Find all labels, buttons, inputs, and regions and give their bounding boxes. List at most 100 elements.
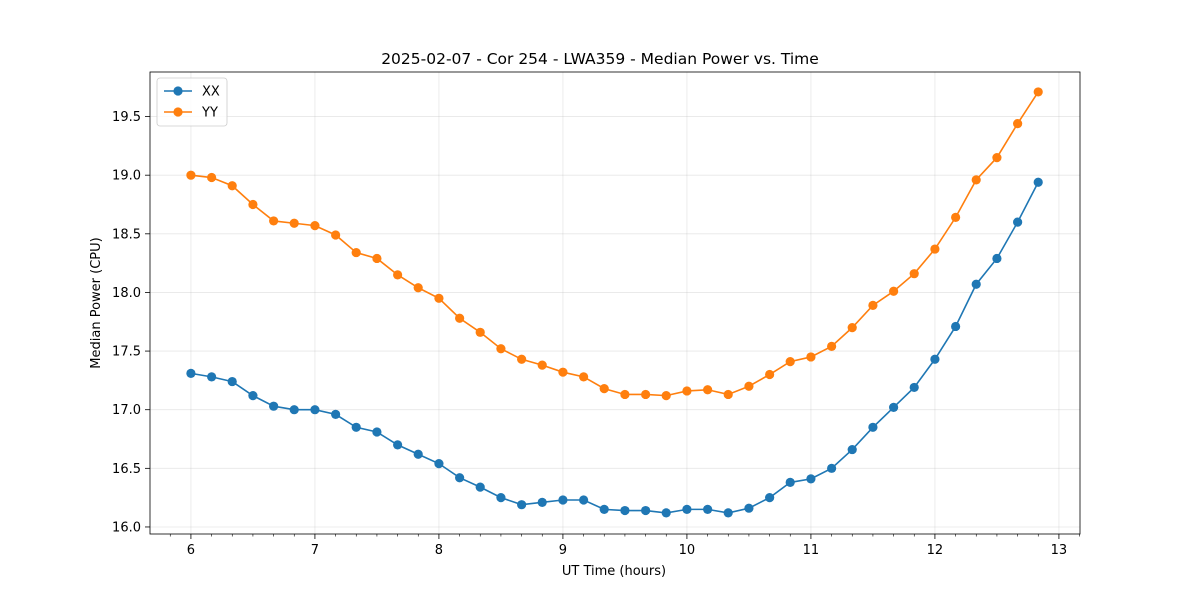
legend-item-xx: XX bbox=[164, 85, 220, 100]
data-point-xx bbox=[248, 391, 258, 401]
data-point-xx bbox=[847, 444, 857, 455]
data-point-xx bbox=[827, 463, 837, 473]
plot-frame bbox=[149, 71, 1081, 535]
data-point-yy bbox=[372, 253, 382, 264]
y-tick-label: 16.0 bbox=[112, 520, 141, 535]
data-point-yy bbox=[827, 341, 837, 351]
data-point-xx bbox=[744, 503, 754, 513]
data-point-yy bbox=[434, 293, 444, 303]
x-tick-label: 7 bbox=[311, 543, 319, 558]
data-point-yy bbox=[785, 357, 795, 367]
data-point-xx bbox=[682, 504, 692, 514]
data-point-yy bbox=[889, 286, 899, 296]
data-point-yy bbox=[579, 372, 589, 382]
data-point-yy bbox=[951, 212, 961, 223]
y-tick-label: 18.5 bbox=[112, 227, 141, 242]
data-point-yy bbox=[744, 381, 754, 391]
data-point-xx bbox=[785, 477, 795, 488]
legend-marker bbox=[173, 107, 183, 117]
legend-label: YY bbox=[201, 106, 218, 121]
x-tick-label: 12 bbox=[927, 543, 944, 558]
data-point-yy bbox=[868, 300, 878, 310]
y-tick-label: 16.5 bbox=[112, 462, 141, 477]
x-tick-label: 9 bbox=[559, 543, 567, 558]
data-point-xx bbox=[227, 376, 237, 387]
data-point-xx bbox=[186, 368, 196, 378]
y-tick-label: 19.0 bbox=[112, 169, 141, 184]
data-point-yy bbox=[1013, 118, 1023, 129]
y-tick-label: 18.0 bbox=[112, 286, 141, 301]
legend-item-yy: YY bbox=[164, 106, 218, 121]
data-point-xx bbox=[393, 440, 403, 450]
data-point-yy bbox=[661, 391, 671, 401]
data-point-xx bbox=[620, 505, 630, 516]
data-point-yy bbox=[765, 369, 775, 380]
data-point-xx bbox=[1013, 217, 1023, 227]
data-point-xx bbox=[269, 401, 279, 411]
data-point-yy bbox=[207, 172, 217, 183]
data-point-xx bbox=[207, 372, 217, 382]
data-point-yy bbox=[537, 360, 547, 370]
y-tick-label: 17.5 bbox=[112, 345, 141, 360]
data-point-yy bbox=[992, 152, 1002, 163]
data-point-yy bbox=[558, 367, 568, 377]
data-point-xx bbox=[1033, 177, 1043, 187]
series-yy bbox=[186, 87, 1043, 401]
y-tick-label: 17.0 bbox=[112, 403, 141, 418]
data-point-xx bbox=[475, 482, 485, 492]
chart-title: 2025-02-07 - Cor 254 - LWA359 - Median P… bbox=[381, 50, 819, 68]
data-point-xx bbox=[889, 402, 899, 412]
data-point-yy bbox=[620, 389, 630, 400]
data-point-xx bbox=[558, 495, 568, 505]
data-point-yy bbox=[289, 218, 299, 228]
x-tick-label: 13 bbox=[1051, 543, 1068, 558]
data-point-yy bbox=[248, 199, 258, 210]
data-point-xx bbox=[372, 427, 382, 437]
y-tick-label: 19.5 bbox=[112, 110, 141, 125]
x-axis: 6 7 8 9 10 11 12 13 bbox=[169, 534, 1080, 558]
x-tick-label: 8 bbox=[435, 543, 443, 558]
data-point-xx bbox=[579, 495, 589, 505]
data-point-xx bbox=[806, 474, 816, 484]
data-point-xx bbox=[951, 321, 961, 332]
data-point-xx bbox=[331, 409, 341, 419]
data-point-xx bbox=[289, 405, 299, 415]
data-point-yy bbox=[971, 175, 981, 185]
data-point-xx bbox=[971, 279, 981, 289]
data-point-yy bbox=[227, 181, 237, 191]
data-point-yy bbox=[930, 244, 940, 254]
legend-label: XX bbox=[202, 85, 220, 100]
data-point-xx bbox=[765, 493, 775, 503]
data-point-xx bbox=[599, 504, 609, 514]
x-tick-label: 10 bbox=[679, 543, 696, 558]
data-point-yy bbox=[455, 313, 465, 323]
data-point-yy bbox=[909, 269, 919, 279]
data-point-yy bbox=[331, 230, 341, 240]
data-point-xx bbox=[930, 354, 940, 364]
data-point-xx bbox=[723, 508, 733, 518]
data-point-yy bbox=[269, 216, 279, 226]
data-point-xx bbox=[641, 505, 651, 516]
data-point-yy bbox=[186, 170, 196, 180]
grid bbox=[150, 72, 1080, 534]
data-point-yy bbox=[310, 221, 320, 231]
data-point-xx bbox=[351, 422, 361, 432]
data-point-yy bbox=[703, 385, 713, 395]
data-point-xx bbox=[868, 422, 878, 432]
data-point-xx bbox=[909, 382, 919, 393]
data-point-xx bbox=[537, 497, 547, 507]
x-tick-label: 6 bbox=[187, 543, 195, 558]
data-point-xx bbox=[703, 504, 713, 514]
x-axis-label: UT Time (hours) bbox=[562, 564, 666, 579]
legend: XX YY bbox=[156, 77, 228, 127]
data-point-xx bbox=[496, 493, 506, 503]
data-point-yy bbox=[517, 354, 527, 364]
data-point-yy bbox=[1033, 87, 1043, 97]
y-axis-label: Median Power (CPU) bbox=[89, 237, 104, 368]
data-point-xx bbox=[413, 449, 423, 459]
data-point-yy bbox=[723, 389, 733, 400]
data-point-yy bbox=[475, 327, 485, 337]
data-point-xx bbox=[992, 253, 1002, 264]
data-point-xx bbox=[434, 459, 444, 469]
